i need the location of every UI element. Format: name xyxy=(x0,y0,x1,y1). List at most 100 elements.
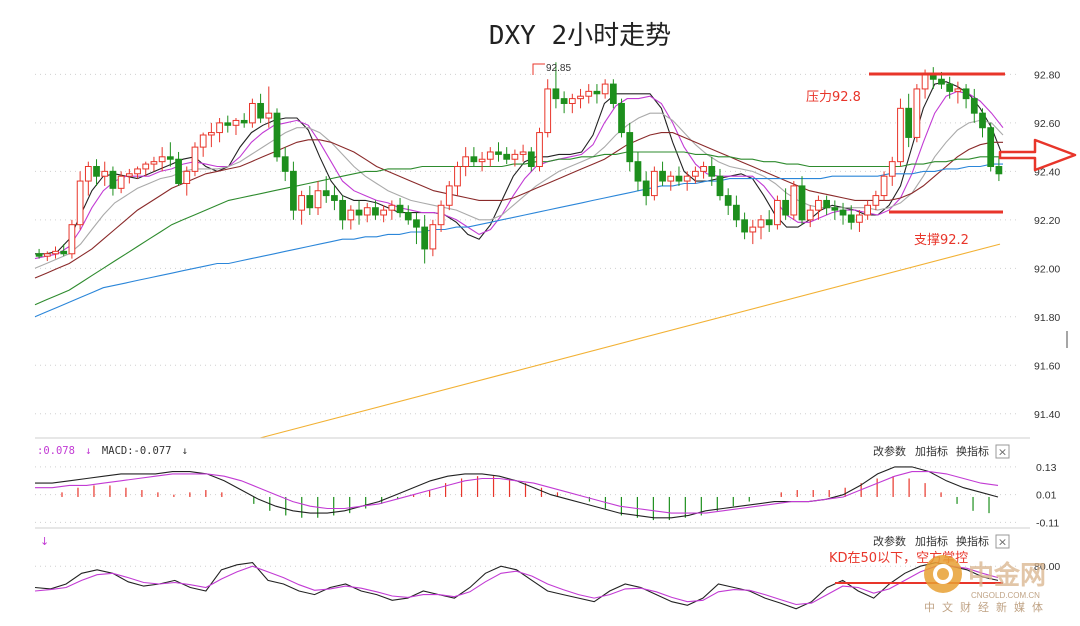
macd-close-button[interactable] xyxy=(995,444,1010,459)
close-icon: × xyxy=(998,446,1007,459)
candle-up xyxy=(125,173,133,177)
y-tick-label: 92.80 xyxy=(1034,69,1060,81)
candle-up xyxy=(897,107,904,163)
candle-down xyxy=(240,119,248,124)
candle-up xyxy=(815,199,822,211)
kd-plot xyxy=(34,562,999,610)
watermark-domain: CNGOLD.COM.CN xyxy=(971,591,1040,600)
candle-up xyxy=(232,119,240,126)
y-tick-label: 92.40 xyxy=(1034,166,1060,178)
candle-down xyxy=(995,166,1003,175)
candle-up xyxy=(208,132,215,136)
candle-down xyxy=(798,185,806,221)
candle-up xyxy=(601,83,609,95)
candle-down xyxy=(659,170,666,182)
candle-up xyxy=(183,170,191,184)
kd-switch-indicator-link[interactable]: 换指标 xyxy=(956,534,989,548)
candle-down xyxy=(938,78,945,85)
candle-down xyxy=(470,156,478,163)
candle-up xyxy=(298,195,305,211)
candle-down xyxy=(503,153,511,160)
candle-down xyxy=(782,199,789,216)
candle-up xyxy=(249,102,256,124)
watermark-tagline: 中文财经新媒体 xyxy=(924,600,1050,614)
candle-up xyxy=(445,185,453,206)
candle-up xyxy=(544,88,552,134)
macd-plot xyxy=(35,466,999,521)
candle-down xyxy=(281,156,289,172)
ma-blue-line xyxy=(34,163,1003,318)
resistance-label: 压力92.8 xyxy=(806,90,861,105)
y-tick-label: 91.80 xyxy=(1034,312,1060,324)
candle-up xyxy=(216,122,223,134)
moving-average-lines xyxy=(34,81,1004,439)
candle-up xyxy=(478,158,486,163)
candle-down xyxy=(733,204,740,221)
kd-add-indicator-link[interactable]: 加指标 xyxy=(915,534,948,548)
candle-up xyxy=(142,163,150,170)
watermark: 中金网 CNGOLD.COM.CN 中文财经新媒体 xyxy=(924,555,1050,614)
kd-close-button[interactable] xyxy=(995,534,1010,549)
candle-down xyxy=(987,127,995,168)
macd-dea-value: :0.078 xyxy=(37,445,75,457)
candle-down xyxy=(560,98,568,104)
candle-up xyxy=(519,151,527,155)
candle-up xyxy=(150,161,158,165)
candle-up xyxy=(68,224,76,255)
ma-maroon-line xyxy=(34,132,1003,279)
macd-dea-line xyxy=(35,471,999,514)
candle-down xyxy=(109,170,117,189)
candle-down xyxy=(675,175,683,182)
watermark-logo-icon xyxy=(924,555,962,593)
macd-arrow-down-icon-2: ↓ xyxy=(182,445,188,457)
candle-down xyxy=(847,214,855,223)
candle-up xyxy=(864,204,872,216)
watermark-logo-ring xyxy=(933,564,953,584)
candle-down xyxy=(979,112,986,129)
candle-up xyxy=(585,90,593,97)
macd-header: :0.078 ↓ MACD:-0.077 ↓ xyxy=(37,445,188,457)
ma-green-line xyxy=(34,151,1003,306)
candle-down xyxy=(831,207,839,211)
candle-up xyxy=(790,185,798,216)
candle-down xyxy=(396,204,404,214)
candle-down xyxy=(339,199,346,221)
candle-up xyxy=(199,134,207,148)
high-marker-line xyxy=(532,63,545,75)
candle-down xyxy=(708,166,716,177)
candle-down xyxy=(224,122,232,126)
candle-up xyxy=(347,209,355,221)
candle-up xyxy=(683,175,691,182)
close-icon: × xyxy=(998,536,1007,549)
candle-down xyxy=(823,199,830,209)
candle-up xyxy=(363,207,371,216)
candle-down xyxy=(593,90,601,95)
candle-up xyxy=(84,166,92,182)
candle-up xyxy=(486,151,494,160)
candle-up xyxy=(749,226,757,233)
candle-up xyxy=(511,153,519,160)
candle-down xyxy=(495,151,502,155)
candle-down xyxy=(634,161,642,182)
candle-down xyxy=(839,209,847,216)
macd-change-params-link[interactable]: 改参数 xyxy=(873,444,906,458)
macd-switch-indicator-link[interactable]: 换指标 xyxy=(956,444,989,458)
ma-orange-line xyxy=(259,243,1001,439)
kd-change-params-link[interactable]: 改参数 xyxy=(873,534,906,548)
candle-up xyxy=(380,209,388,216)
macd-add-indicator-link[interactable]: 加指标 xyxy=(915,444,948,458)
candle-up xyxy=(856,214,863,223)
candle-down xyxy=(322,190,330,197)
macd-y-tick-label: -0.11 xyxy=(1036,517,1059,529)
kd-d-line xyxy=(34,565,999,606)
candle-down xyxy=(35,253,43,257)
y-tick-label: 91.60 xyxy=(1034,360,1060,372)
watermark-brand: 中金网 xyxy=(968,560,1046,591)
candle-down xyxy=(93,166,100,177)
candle-up xyxy=(888,161,896,177)
candle-down xyxy=(331,195,338,201)
main-panel-grid xyxy=(35,73,1020,415)
macd-panel-y-axis: 0.13 0.01 -0.11 xyxy=(1036,462,1059,529)
candle-down xyxy=(716,175,724,197)
candle-down xyxy=(166,156,174,160)
